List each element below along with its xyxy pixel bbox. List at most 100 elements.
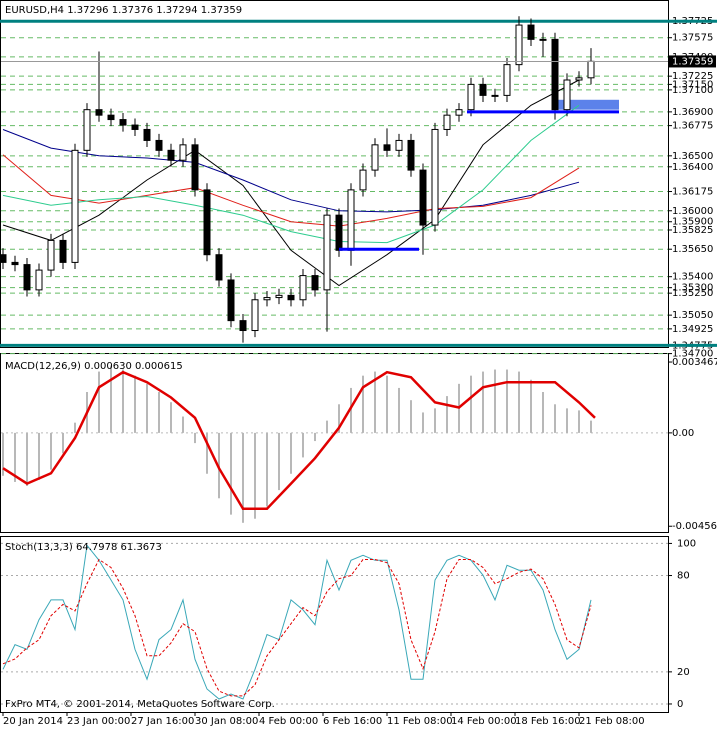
candle-body xyxy=(395,139,403,151)
y-tick-label: 1.37100 xyxy=(672,85,713,96)
y-tick-label: 1.35250 xyxy=(672,288,713,299)
histogram-bar xyxy=(398,387,400,433)
y-tick-label: 20 xyxy=(677,667,690,678)
y-tick-label: 100 xyxy=(677,538,696,549)
candle-body xyxy=(251,299,259,332)
histogram-bar xyxy=(482,371,484,433)
histogram-bar xyxy=(110,365,112,433)
histogram-bar xyxy=(182,416,184,433)
y-tick-label: 1.35650 xyxy=(672,244,713,255)
candle-body xyxy=(575,77,583,81)
candle-body xyxy=(287,294,295,301)
series-line xyxy=(2,558,592,697)
histogram-bar xyxy=(434,408,436,433)
y-tick-label: 1.35300 xyxy=(672,283,713,294)
histogram-bar xyxy=(518,371,520,433)
y-tick-label: 1.35825 xyxy=(672,225,713,236)
candle-body xyxy=(35,269,43,291)
histogram-bar xyxy=(14,432,16,482)
candle-body xyxy=(23,264,31,291)
histogram-bar xyxy=(26,432,28,487)
y-tick-label: 1.34925 xyxy=(672,324,713,335)
candle-body xyxy=(143,128,151,141)
x-tick-label: 21 Feb 08:00 xyxy=(579,716,645,727)
histogram-bar xyxy=(254,432,256,519)
zone-rect xyxy=(555,99,619,110)
series-line xyxy=(2,544,592,700)
series-line xyxy=(2,79,580,287)
histogram-bar xyxy=(266,432,268,507)
candle-body xyxy=(323,214,331,291)
y-tick-label: 1.36500 xyxy=(672,151,713,162)
candle-body xyxy=(203,189,211,256)
last-price-box xyxy=(669,55,716,68)
y-tick-label: 1.35900 xyxy=(672,217,713,228)
histogram-bar xyxy=(350,387,352,433)
y-tick-label: 1.34700 xyxy=(672,349,713,360)
series-line xyxy=(2,104,580,244)
candle-body xyxy=(407,139,415,171)
y-tick-label: 1.37225 xyxy=(672,71,713,82)
candle-body xyxy=(431,128,439,226)
y-tick-label: 0.003467 xyxy=(672,357,717,368)
candle-body xyxy=(467,83,475,111)
y-tick-label: 1.36400 xyxy=(672,162,713,173)
histogram-bar xyxy=(542,392,544,433)
candle-body xyxy=(71,149,79,263)
x-tick-label: 23 Jan 00:00 xyxy=(67,716,130,727)
histogram-bar xyxy=(314,432,316,442)
histogram-bar xyxy=(122,369,124,433)
y-tick-label: 1.36000 xyxy=(672,206,713,217)
histogram-bar xyxy=(170,402,172,433)
x-tick-label: 11 Feb 08:00 xyxy=(387,716,453,727)
histogram-bar xyxy=(422,412,424,433)
x-tick-label: 30 Jan 08:00 xyxy=(195,716,258,727)
candle-body xyxy=(311,275,319,291)
candle-body xyxy=(275,294,283,299)
y-tick-label: 1.37575 xyxy=(672,33,713,44)
last-price-label: 1.37359 xyxy=(672,56,713,67)
candle-body xyxy=(503,64,511,96)
candle-body xyxy=(347,189,355,251)
histogram-bar xyxy=(374,371,376,433)
histogram-bar xyxy=(494,369,496,433)
histogram-bar xyxy=(74,422,76,433)
candle-body xyxy=(83,109,91,151)
histogram-bar xyxy=(326,420,328,433)
histogram-bar xyxy=(278,432,280,491)
histogram-bar xyxy=(302,432,304,458)
histogram-bar xyxy=(242,432,244,523)
x-tick-label: 14 Feb 00:00 xyxy=(451,716,517,727)
y-tick-label: 1.35050 xyxy=(672,310,713,321)
y-tick-label: -0.004568 xyxy=(672,521,717,532)
candle-body xyxy=(263,297,271,301)
candle-body xyxy=(227,279,235,322)
candle-body xyxy=(551,38,559,111)
candle-body xyxy=(371,144,379,171)
x-tick-label: 4 Feb 00:00 xyxy=(259,716,318,727)
candle-body xyxy=(587,60,595,79)
candle-body xyxy=(11,261,19,266)
x-tick-label: 27 Jan 16:00 xyxy=(131,716,194,727)
histogram-bar xyxy=(98,371,100,433)
histogram-bar xyxy=(530,379,532,433)
histogram-bar xyxy=(470,375,472,433)
main-panel-frame xyxy=(0,0,669,348)
y-tick-label: 0 xyxy=(677,699,683,710)
candle-body xyxy=(383,144,391,151)
candle-body xyxy=(119,119,127,126)
histogram-bar xyxy=(590,420,592,433)
y-tick-label: 0.00 xyxy=(672,428,694,439)
candle-body xyxy=(515,24,523,66)
histogram-bar xyxy=(566,408,568,433)
x-tick-label: 20 Jan 2014 xyxy=(3,716,63,727)
histogram-bar xyxy=(290,432,292,474)
candle-body xyxy=(479,83,487,96)
candle-body xyxy=(191,144,199,191)
histogram-bar xyxy=(230,432,232,515)
series-line xyxy=(2,154,580,227)
histogram-bar xyxy=(338,404,340,433)
histogram-bar xyxy=(446,396,448,433)
